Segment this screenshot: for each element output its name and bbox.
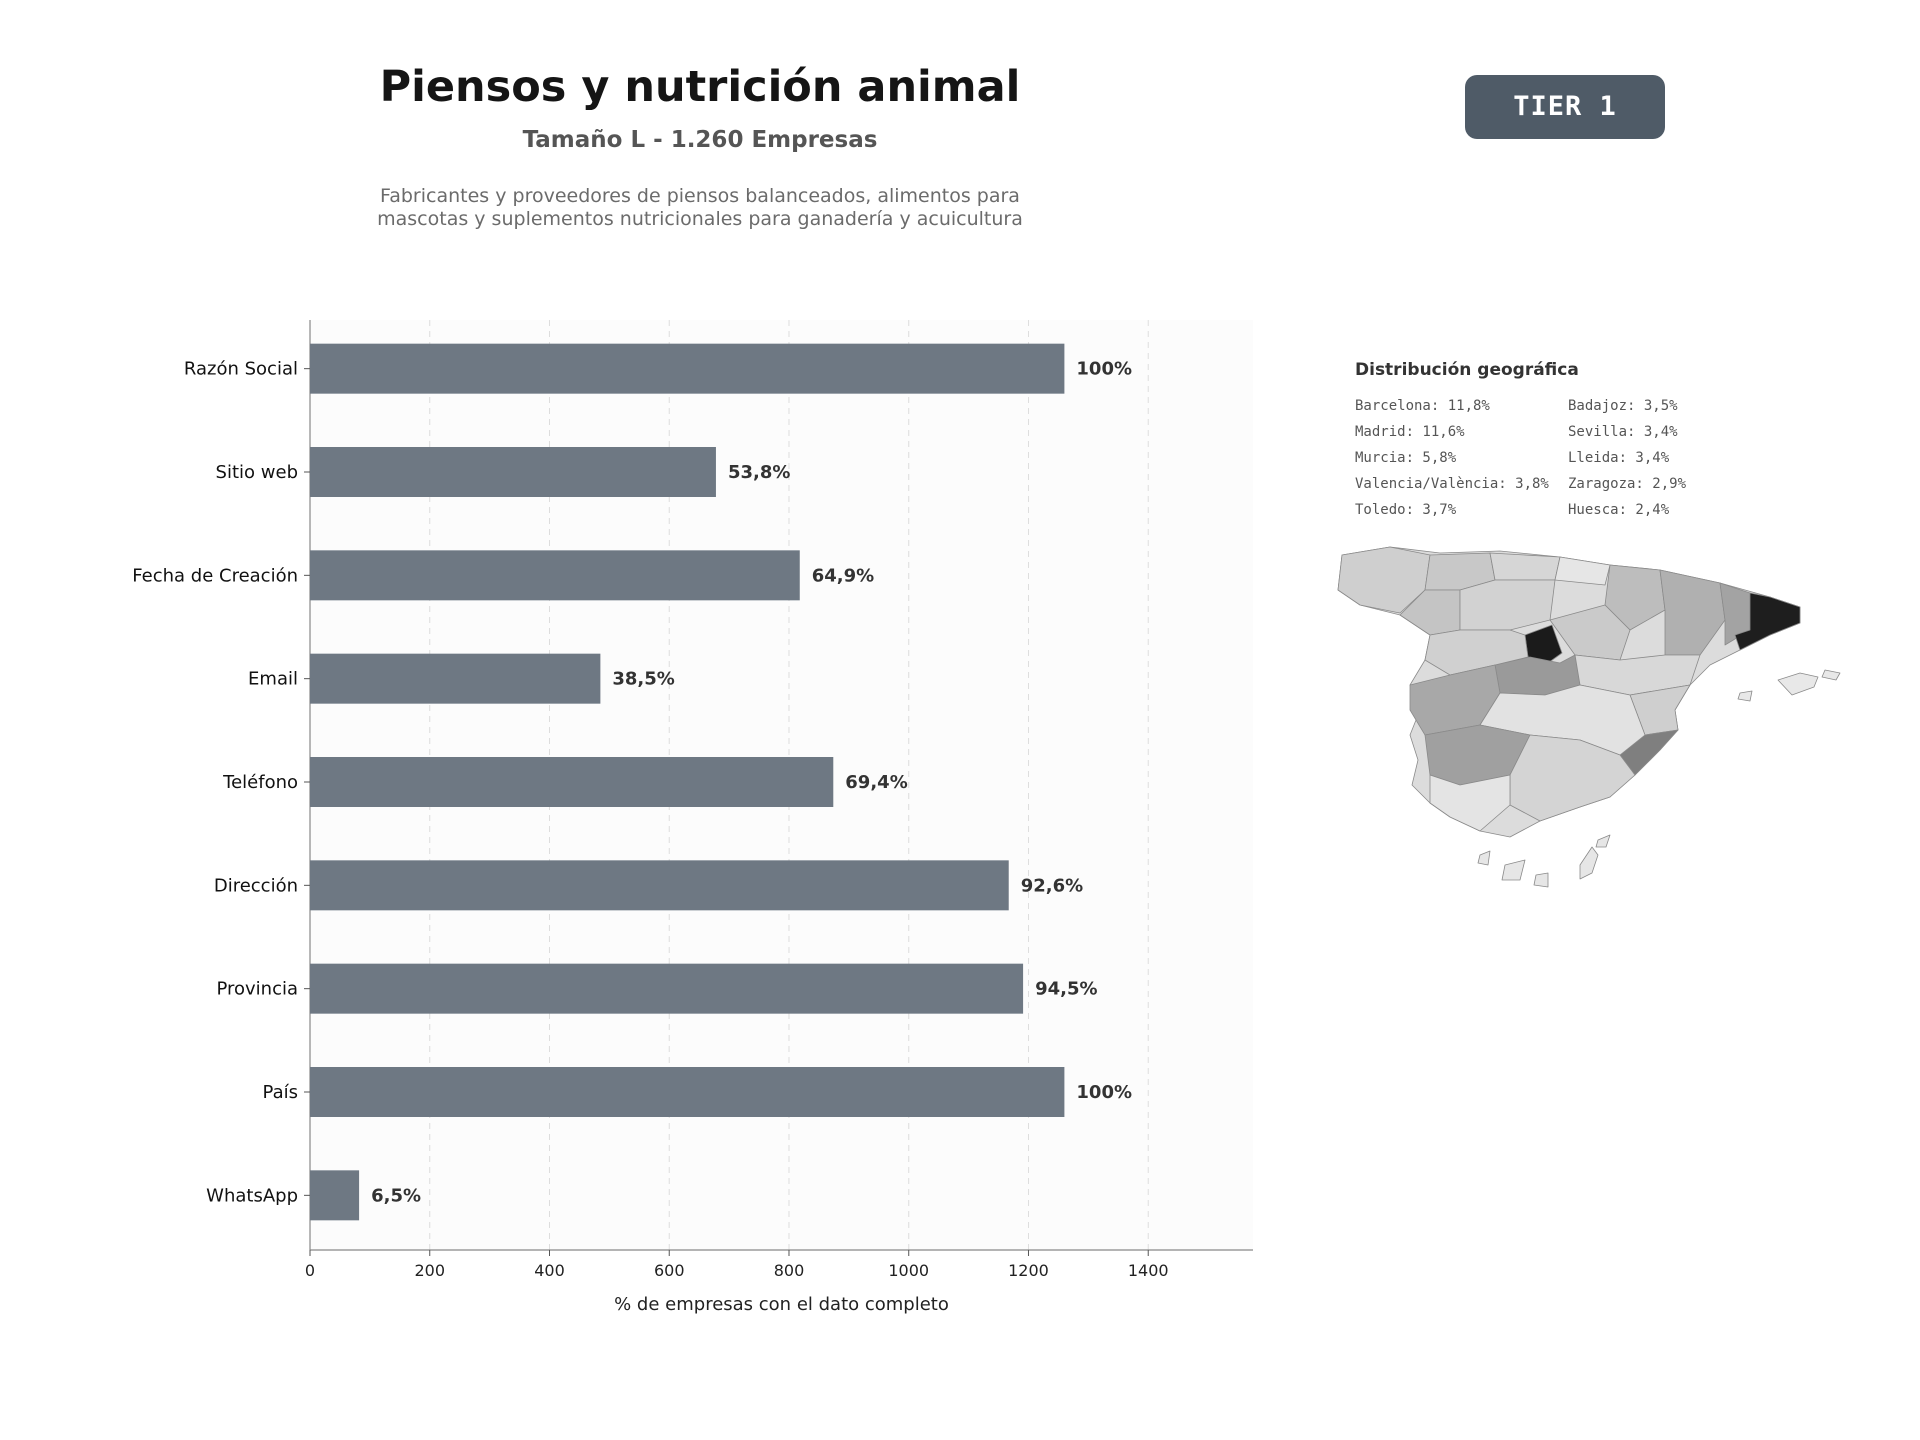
map-region	[1579, 846, 1599, 880]
bar	[310, 963, 1024, 1014]
bar	[310, 757, 834, 807]
y-tick-label: Sitio web	[216, 462, 298, 483]
page-description: Fabricantes y proveedores de piensos bal…	[0, 185, 1400, 231]
map-region	[1501, 859, 1526, 881]
y-tick-label: País	[263, 1082, 298, 1103]
geo-item: Huesca: 2,4%	[1568, 502, 1670, 518]
description-line-1: Fabricantes y proveedores de piensos bal…	[380, 185, 1020, 207]
bar	[310, 1170, 360, 1221]
geo-item: Lleida: 3,4%	[1568, 450, 1670, 466]
x-tick-label: 1400	[1128, 1261, 1169, 1280]
bar	[310, 860, 1009, 911]
bar	[310, 653, 601, 704]
data-label: 92,6%	[1021, 875, 1083, 896]
y-tick-label: Email	[248, 669, 298, 690]
map-region	[1459, 579, 1556, 631]
map-region	[1604, 564, 1666, 631]
bar	[310, 447, 716, 497]
map-region	[1424, 629, 1529, 676]
x-tick-label: 600	[654, 1261, 685, 1280]
geo-item: Madrid: 11,6%	[1355, 424, 1465, 440]
map-region	[1429, 774, 1511, 832]
map-region	[1821, 669, 1841, 681]
geo-item: Badajoz: 3,5%	[1568, 398, 1678, 414]
map-region	[1777, 672, 1819, 696]
tier-badge: TIER 1	[1465, 75, 1665, 139]
x-tick-label: 1000	[888, 1261, 929, 1280]
data-label: 100%	[1076, 359, 1132, 380]
description-line-2: mascotas y suplementos nutricionales par…	[377, 208, 1023, 230]
map-region	[1734, 592, 1801, 651]
completeness-bar-chart: 0 200 400 600 800 1000 1200 1400 % de empresas c…	[132, 320, 1253, 1315]
geo-item: Valencia/València: 3,8%	[1355, 476, 1549, 492]
data-label: 38,5%	[612, 669, 674, 690]
data-label: 94,5%	[1035, 979, 1097, 1000]
geo-item: Toledo: 3,7%	[1355, 502, 1457, 518]
page-title: Piensos y nutrición animal	[379, 62, 1021, 112]
map-region	[1477, 850, 1491, 866]
x-tick-label: 200	[414, 1261, 445, 1280]
geo-item: Zaragoza: 2,9%	[1568, 476, 1687, 492]
y-tick-label: Razón Social	[184, 359, 298, 380]
y-tick-label: Fecha de Creación	[132, 565, 298, 586]
map-region	[1737, 690, 1753, 702]
bar	[310, 343, 1065, 394]
data-label: 53,8%	[728, 462, 790, 483]
map-region	[1337, 546, 1431, 614]
map-region	[1595, 834, 1611, 848]
data-label: 6,5%	[371, 1185, 421, 1206]
geo-item: Murcia: 5,8%	[1355, 450, 1457, 466]
y-tick-label: Teléfono	[222, 772, 298, 793]
data-label: 64,9%	[812, 565, 874, 586]
page-subtitle: Tamaño L - 1.260 Empresas	[522, 127, 878, 153]
x-axis-label: % de empresas con el dato completo	[614, 1294, 949, 1315]
data-label: 69,4%	[845, 772, 907, 793]
geo-distribution-title: Distribución geográfica	[1355, 360, 1579, 380]
bar	[310, 1067, 1065, 1117]
x-tick-label: 400	[534, 1261, 565, 1280]
x-tick-label: 0	[305, 1261, 315, 1280]
map-region	[1533, 872, 1549, 888]
x-tick-label: 1200	[1008, 1261, 1049, 1280]
y-tick-label: Provincia	[216, 979, 298, 1000]
x-tick-label: 800	[774, 1261, 805, 1280]
geo-item: Sevilla: 3,4%	[1568, 424, 1678, 440]
map-region	[1554, 556, 1611, 586]
bar	[310, 550, 800, 601]
spain-province-map	[1337, 546, 1841, 888]
data-label: 100%	[1076, 1082, 1132, 1103]
y-tick-label: Dirección	[214, 875, 298, 896]
map-region	[1549, 604, 1631, 661]
map-region	[1489, 552, 1561, 581]
y-tick-label: WhatsApp	[206, 1185, 298, 1206]
geo-item: Barcelona: 11,8%	[1355, 398, 1490, 414]
